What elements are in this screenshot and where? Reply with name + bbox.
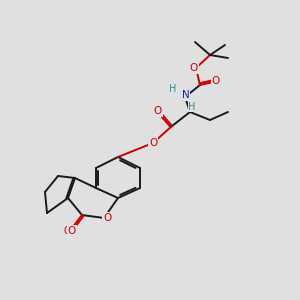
Text: O: O (190, 63, 198, 73)
Text: O: O (154, 106, 162, 116)
Text: N: N (182, 90, 190, 100)
Text: O: O (149, 138, 157, 148)
Text: O: O (102, 213, 110, 223)
Text: O: O (63, 226, 71, 236)
Text: O: O (103, 213, 111, 223)
Text: H: H (188, 102, 196, 112)
Text: H: H (169, 84, 177, 94)
Text: O: O (212, 76, 220, 86)
Text: O: O (68, 226, 76, 236)
